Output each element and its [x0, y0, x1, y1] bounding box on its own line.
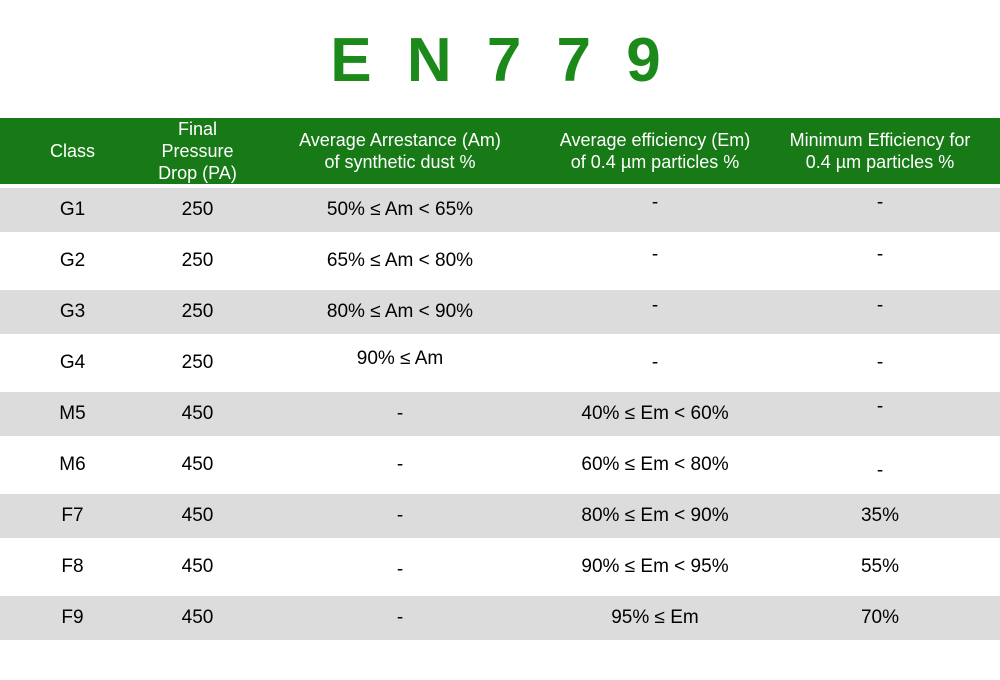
en779-table: Class Final Pressure Drop (PA) Average A… [0, 118, 1000, 643]
cell-class: F9 [0, 592, 145, 643]
cell-class: M5 [0, 388, 145, 439]
header-line: Minimum Efficiency for [789, 130, 971, 150]
header-cell-class: Class [0, 118, 145, 184]
cell-class: M6 [59, 453, 86, 475]
cell-min-efficiency: 35% [760, 490, 1000, 541]
table-row-g4: G4 250 90% ≤ Am - - [0, 337, 1000, 388]
cell-class: G3 [0, 286, 145, 337]
cell-class: G2 [59, 249, 86, 271]
table-row-g2: G2 250 65% ≤ Am < 80% - - [0, 235, 1000, 286]
header-cell-average-efficiency: Average efficiency (Em) of 0.4 µm partic… [550, 118, 760, 184]
cell-class: F7 [0, 490, 145, 541]
cell-pressure: 450 [145, 490, 250, 541]
cell-arrestance: 90% ≤ Am [356, 347, 444, 369]
header-line: Final Pressure [161, 119, 234, 161]
cell-arrestance: 65% ≤ Am < 80% [326, 249, 474, 271]
cell-efficiency: - [651, 351, 659, 373]
table-row-f7: F7 450 - 80% ≤ Em < 90% 35% [0, 490, 1000, 541]
cell-min-efficiency: 70% [760, 592, 1000, 643]
cell-pressure: 250 [181, 249, 214, 271]
cell-arrestance: - [250, 490, 550, 541]
cell-efficiency: - [550, 286, 760, 337]
cell-min-efficiency: - [876, 243, 884, 265]
cell-min-efficiency: 55% [860, 555, 900, 577]
header-cell-average-arrestance: Average Arrestance (Am) of synthetic dus… [250, 118, 550, 184]
header-line: Average efficiency (Em) [559, 130, 751, 150]
header-cell-final-pressure-drop: Final Pressure Drop (PA) [145, 118, 250, 184]
header-line: 0.4 µm particles % [805, 152, 955, 172]
cell-min-efficiency: - [760, 388, 1000, 439]
cell-pressure: 450 [181, 555, 214, 577]
cell-arrestance: 50% ≤ Am < 65% [250, 184, 550, 235]
cell-min-efficiency: - [760, 184, 1000, 235]
cell-min-efficiency: - [760, 286, 1000, 337]
cell-arrestance: - [250, 388, 550, 439]
header-line: Drop (PA) [158, 163, 237, 183]
table-row-m5: M5 450 - 40% ≤ Em < 60% - [0, 388, 1000, 439]
cell-pressure: 450 [145, 592, 250, 643]
table-header-row: Class Final Pressure Drop (PA) Average A… [0, 118, 1000, 184]
header-cell-minimum-efficiency: Minimum Efficiency for 0.4 µm particles … [760, 118, 1000, 184]
cell-arrestance: - [250, 592, 550, 643]
cell-efficiency: 95% ≤ Em [550, 592, 760, 643]
cell-efficiency: 80% ≤ Em < 90% [550, 490, 760, 541]
cell-arrestance: - [396, 453, 404, 475]
table-row-f8: F8 450 - 90% ≤ Em < 95% 55% [0, 541, 1000, 592]
cell-efficiency: - [550, 184, 760, 235]
cell-pressure: 450 [145, 388, 250, 439]
header-line: of 0.4 µm particles % [570, 152, 740, 172]
cell-pressure: 450 [181, 453, 214, 475]
cell-pressure: 250 [145, 286, 250, 337]
table-row-g1: G1 250 50% ≤ Am < 65% - - [0, 184, 1000, 235]
cell-class: G1 [0, 184, 145, 235]
cell-pressure: 250 [181, 351, 214, 373]
cell-arrestance: 80% ≤ Am < 90% [250, 286, 550, 337]
cell-class: F8 [61, 555, 84, 577]
cell-efficiency: 40% ≤ Em < 60% [550, 388, 760, 439]
cell-min-efficiency: - [876, 351, 884, 373]
cell-pressure: 250 [145, 184, 250, 235]
header-line: Class [49, 141, 95, 161]
cell-arrestance: - [396, 558, 404, 580]
table-row-m6: M6 450 - 60% ≤ Em < 80% - [0, 439, 1000, 490]
header-line: Average Arrestance (Am) [299, 130, 501, 150]
table-row-f9: F9 450 - 95% ≤ Em 70% [0, 592, 1000, 643]
cell-efficiency: 90% ≤ Em < 95% [581, 555, 729, 577]
cell-class: G4 [59, 351, 86, 373]
cell-efficiency: 60% ≤ Em < 80% [581, 453, 729, 475]
table-row-g3: G3 250 80% ≤ Am < 90% - - [0, 286, 1000, 337]
page-title: E N 7 7 9 [330, 26, 670, 95]
header-line: of synthetic dust % [324, 152, 476, 172]
cell-efficiency: - [651, 243, 659, 265]
cell-min-efficiency: - [876, 459, 884, 481]
title-bar: E N 7 7 9 [0, 0, 1000, 118]
